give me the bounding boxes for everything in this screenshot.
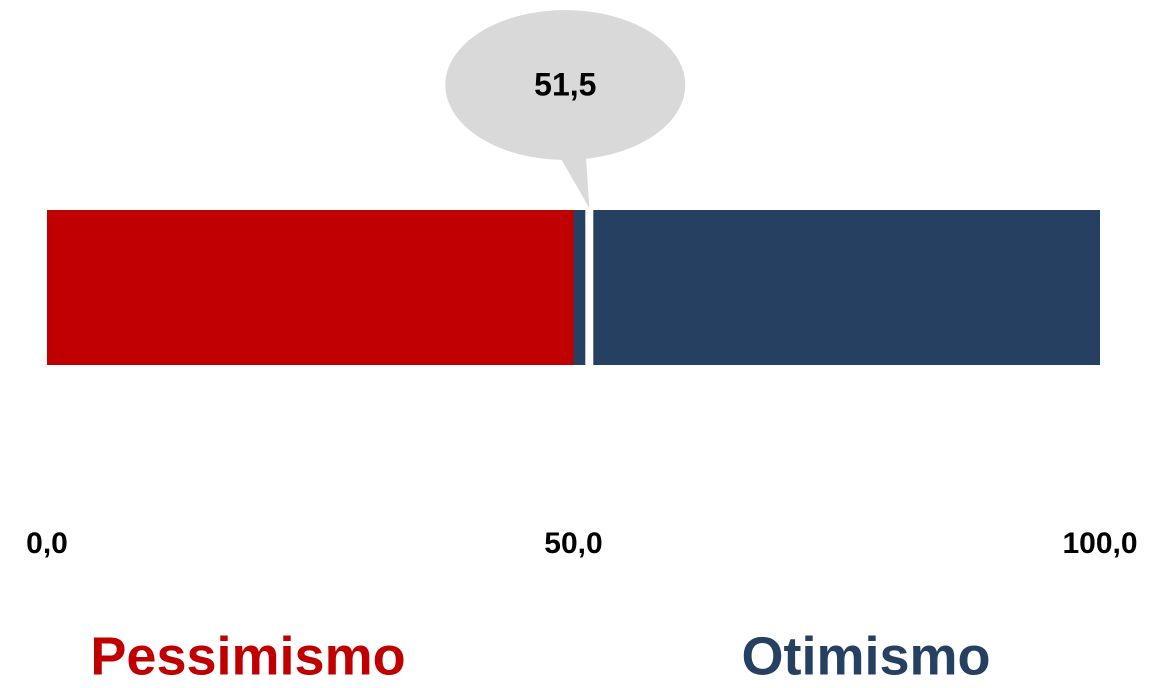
x-tick-label: 100,0 xyxy=(1062,527,1137,560)
legend-label: Otimismo xyxy=(741,626,990,686)
x-tick-label: 0,0 xyxy=(26,527,68,560)
callout xyxy=(445,10,686,160)
x-tick-label: 50,0 xyxy=(544,527,602,560)
bar-segment xyxy=(47,210,574,365)
bar-segment xyxy=(573,210,1100,365)
value-label: 51,5 xyxy=(534,66,596,102)
marker xyxy=(585,210,594,365)
legend-label: Pessimismo xyxy=(90,626,405,686)
